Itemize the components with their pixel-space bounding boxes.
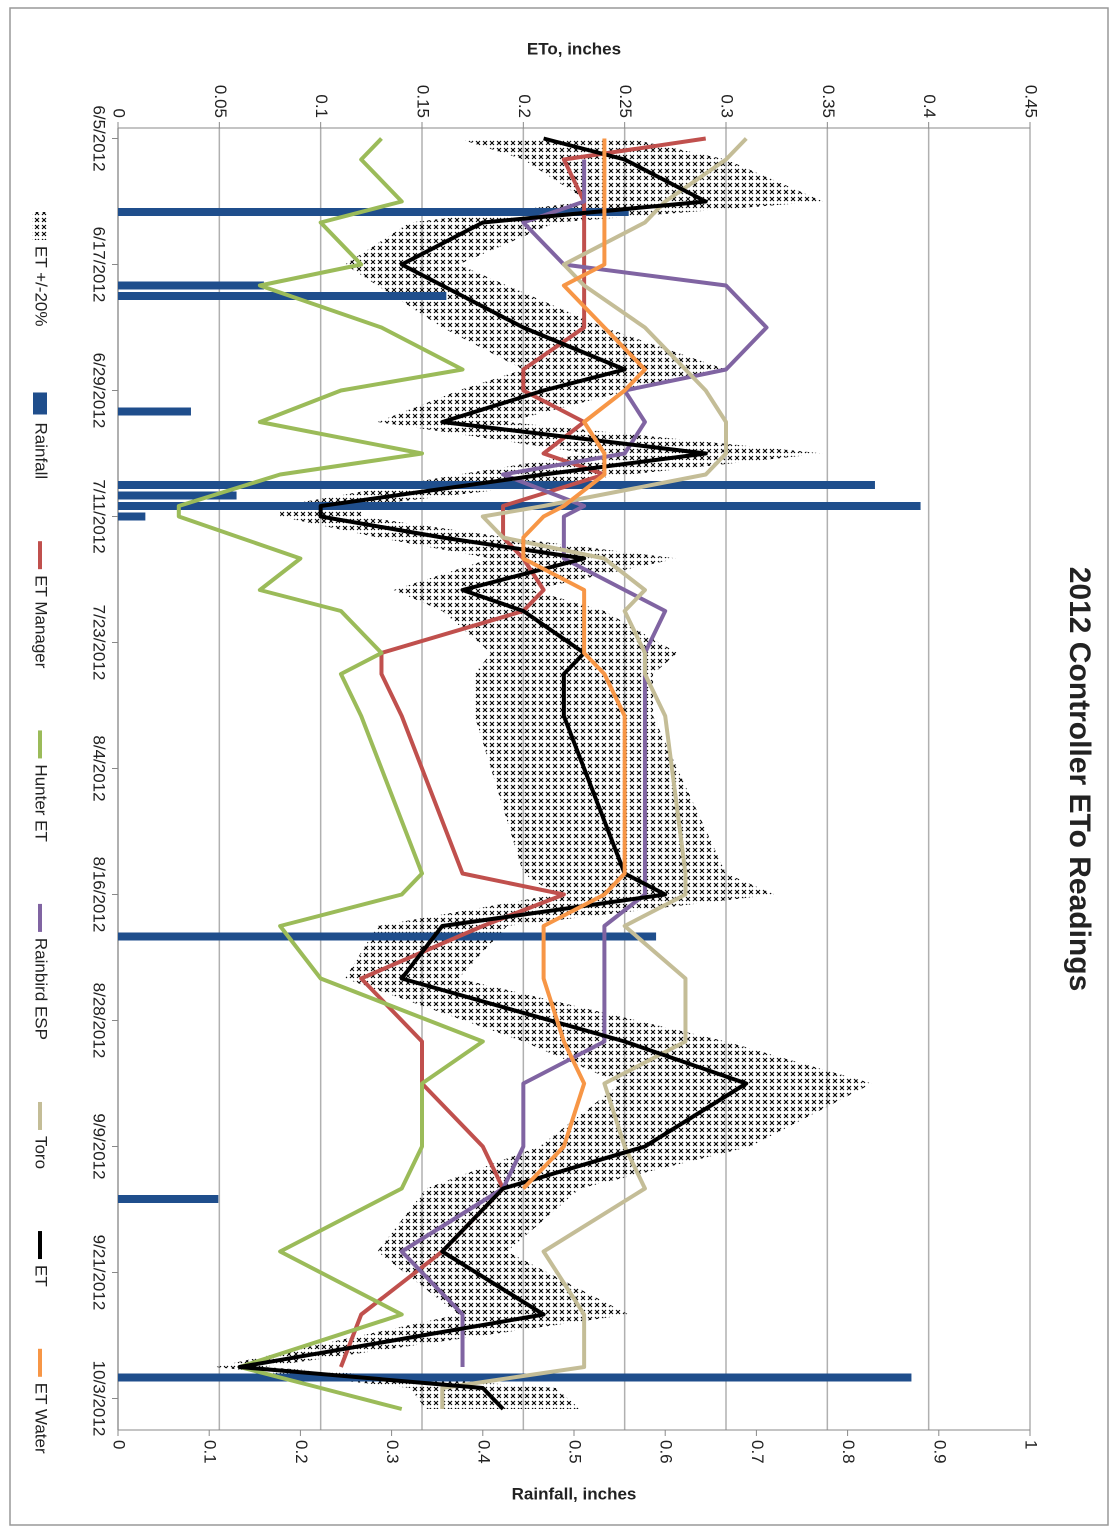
x-tick-label: 7/11/2012: [90, 479, 109, 553]
legend-label: ET Water: [32, 1383, 51, 1454]
y2-tick-label: 0.7: [748, 1440, 767, 1464]
rainfall-bar: [118, 292, 447, 300]
chart-title: 2012 Controller ETo Readings: [1063, 567, 1096, 992]
rainfall-bar: [117, 932, 657, 941]
y-tick-label: 0.15: [414, 85, 433, 118]
rainfall-bar: [118, 502, 921, 510]
y2-tick-label: 0.8: [839, 1440, 858, 1464]
y-tick-label: 0.05: [211, 85, 230, 118]
legend-label: Toro: [32, 1136, 51, 1169]
y2-axis-title: Rainfall, inches: [512, 1484, 637, 1503]
y2-tick-label: 0.5: [566, 1440, 585, 1464]
legend-label: Rainfall: [32, 422, 51, 479]
x-tick-label: 6/29/2012: [90, 353, 109, 429]
series-line: [237, 136, 749, 1411]
x-tick-label: 9/21/2012: [90, 1235, 109, 1311]
y-tick-label: 0: [110, 109, 129, 118]
rainfall-bar: [118, 407, 191, 416]
legend-swatch: [32, 212, 48, 240]
y-tick-label: 0.35: [819, 85, 838, 118]
legend-label: ET Manager: [32, 575, 51, 669]
legend-swatch: [33, 392, 47, 415]
x-tick-label: 7/23/2012: [90, 605, 109, 681]
rainfall-bar: [117, 281, 264, 290]
rainfall-bar: [117, 512, 146, 521]
y-tick-label: 0.2: [515, 94, 534, 118]
series-line: [176, 137, 485, 1411]
x-tick-label: 10/3/2012: [90, 1361, 109, 1437]
x-tick-label: 8/28/2012: [90, 983, 109, 1059]
x-tick-label: 8/4/2012: [90, 735, 109, 801]
series-line: [399, 159, 769, 1367]
legend-label: Rainbird ESP: [32, 938, 51, 1040]
y2-tick-label: 0.4: [474, 1440, 493, 1464]
legend-label: ET: [32, 1265, 51, 1287]
y2-tick-label: 0.2: [292, 1440, 311, 1464]
legend-label: Hunter ET: [32, 764, 51, 841]
x-tick-label: 9/9/2012: [90, 1113, 109, 1179]
rotated-chart: 2012 Controller ETo Readings ETo, inches…: [9, 7, 1109, 1526]
y2-tick-label: 0.3: [383, 1440, 402, 1464]
y2-tick-label: 0.1: [201, 1440, 220, 1464]
x-tick-label: 6/5/2012: [90, 105, 109, 171]
x-tick-label: 6/17/2012: [90, 227, 109, 303]
rainfall-bar: [118, 1195, 219, 1203]
rainfall-bar: [118, 208, 629, 216]
series-line: [521, 138, 647, 1190]
legend-label: ET +/-20%: [32, 246, 51, 326]
y-tick-label: 0.3: [718, 94, 737, 118]
y-tick-label: 0.4: [920, 94, 939, 118]
rainfall-bar: [117, 481, 875, 489]
y2-tick-label: 0.9: [930, 1440, 949, 1464]
y2-tick-label: 1: [1022, 1440, 1041, 1449]
y2-tick-label: 0: [110, 1440, 129, 1449]
et-band: [215, 138, 872, 1409]
y-tick-label: 0.1: [312, 94, 331, 118]
y-tick-label: 0.25: [616, 85, 635, 118]
x-tick-label: 8/16/2012: [90, 857, 109, 933]
y2-tick-label: 0.6: [657, 1440, 676, 1464]
y-tick-label: 0.45: [1022, 85, 1041, 118]
y-axis-title: ETo, inches: [527, 39, 621, 58]
series-line: [440, 137, 748, 1409]
series-line: [339, 136, 707, 1368]
